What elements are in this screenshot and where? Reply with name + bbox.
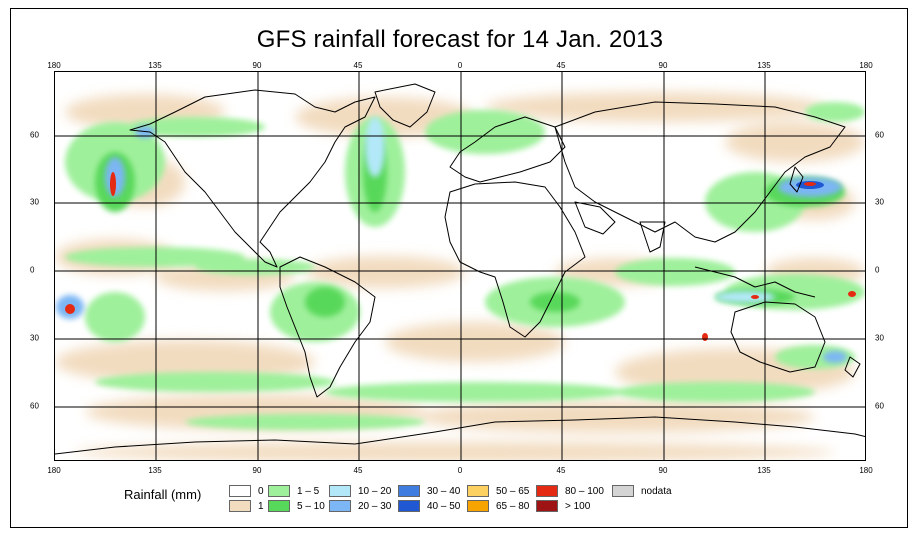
legend-label: nodata	[641, 485, 672, 497]
legend-swatch	[398, 485, 420, 497]
lat-label-left: 60	[30, 130, 39, 140]
legend-item: 30 – 40	[398, 485, 460, 497]
lat-label-left: 30	[30, 333, 39, 343]
legend-label: 40 – 50	[427, 500, 461, 512]
legend-swatch	[467, 500, 489, 512]
legend-item: 5 – 10	[268, 500, 325, 512]
lat-label-left: 30	[30, 197, 39, 207]
lon-label-bottom: 135	[148, 466, 162, 475]
lon-label-bottom: 180	[47, 466, 61, 475]
legend-label: 10 – 20	[358, 485, 392, 497]
figure-frame	[10, 8, 908, 528]
legend-swatch	[329, 500, 351, 512]
legend-swatch	[536, 485, 558, 497]
new-zealand-outline	[844, 356, 861, 378]
graticule	[55, 72, 865, 460]
lon-label-bottom: 180	[859, 466, 873, 475]
lat-label-right: 0	[875, 265, 880, 275]
legend-swatch	[229, 485, 251, 497]
legend-swatch	[467, 485, 489, 497]
legend-label: 80 – 100	[565, 485, 604, 497]
lon-label-top: 0	[457, 61, 463, 70]
lon-label-top: 45	[556, 61, 566, 70]
asia-outline	[554, 101, 846, 243]
indonesia-outline	[694, 266, 816, 298]
legend-swatch	[229, 500, 251, 512]
legend-item: 80 – 100	[536, 485, 604, 497]
legend-label: 5 – 10	[297, 500, 325, 512]
lon-label-bottom: 45	[556, 466, 566, 475]
india-outline	[639, 221, 666, 253]
legend-item: 1	[229, 500, 264, 512]
lon-label-bottom: 90	[658, 466, 668, 475]
legend-swatch	[329, 485, 351, 497]
lon-label-bottom: 135	[757, 466, 771, 475]
legend-item: 40 – 50	[398, 500, 460, 512]
legend-item: 20 – 30	[329, 500, 391, 512]
north-america-outline	[129, 89, 376, 268]
lon-label-top: 90	[252, 61, 262, 70]
lat-label-right: 30	[875, 197, 884, 207]
legend-swatch	[268, 500, 290, 512]
lat-label-left: 60	[30, 401, 39, 411]
map-title: GFS rainfall forecast for 14 Jan. 2013	[256, 26, 664, 53]
legend-label: 20 – 30	[358, 500, 392, 512]
lon-label-bottom: 45	[353, 466, 363, 475]
lon-label-top: 90	[658, 61, 668, 70]
legend-label: 65 – 80	[496, 500, 530, 512]
map-canvas	[55, 72, 865, 460]
lat-label-right: 60	[875, 401, 884, 411]
legend-label: > 100	[565, 500, 591, 512]
lat-label-right: 60	[875, 130, 884, 140]
legend-label: 30 – 40	[427, 485, 461, 497]
rainfall-map	[54, 71, 866, 461]
australia-outline	[730, 301, 826, 373]
legend-swatch	[536, 500, 558, 512]
legend-item: > 100	[536, 500, 590, 512]
legend-item: 50 – 65	[467, 485, 529, 497]
lon-label-top: 135	[148, 61, 162, 70]
lon-label-top: 135	[757, 61, 771, 70]
lon-label-bottom: 0	[457, 466, 463, 475]
legend-label: 0	[258, 485, 264, 497]
legend-swatch	[398, 500, 420, 512]
coastlines	[55, 83, 865, 455]
lat-label-right: 30	[875, 333, 884, 343]
legend-label: 1 – 5	[297, 485, 320, 497]
legend-item: nodata	[612, 485, 672, 497]
legend-item: 10 – 20	[329, 485, 391, 497]
lon-label-top: 45	[353, 61, 363, 70]
arabia-outline	[574, 201, 616, 235]
europe-outline	[449, 116, 566, 183]
legend-swatch	[268, 485, 290, 497]
legend-item: 0	[229, 485, 264, 497]
japan-outline	[789, 166, 804, 193]
lon-label-top: 180	[859, 61, 873, 70]
legend-title: Rainfall (mm)	[124, 487, 202, 502]
africa-outline	[444, 181, 586, 338]
legend-label: 1	[258, 500, 264, 512]
legend-item: 65 – 80	[467, 500, 529, 512]
lon-label-bottom: 90	[252, 466, 262, 475]
greenland-outline	[374, 83, 436, 128]
antarctica-outline	[55, 416, 865, 455]
legend-item: 1 – 5	[268, 485, 319, 497]
legend-label: 50 – 65	[496, 485, 530, 497]
lat-label-left: 0	[30, 265, 35, 275]
rain-heavy-cores	[65, 172, 856, 341]
legend-swatch	[612, 485, 634, 497]
lon-label-top: 180	[47, 61, 61, 70]
south-america-outline	[279, 256, 376, 398]
